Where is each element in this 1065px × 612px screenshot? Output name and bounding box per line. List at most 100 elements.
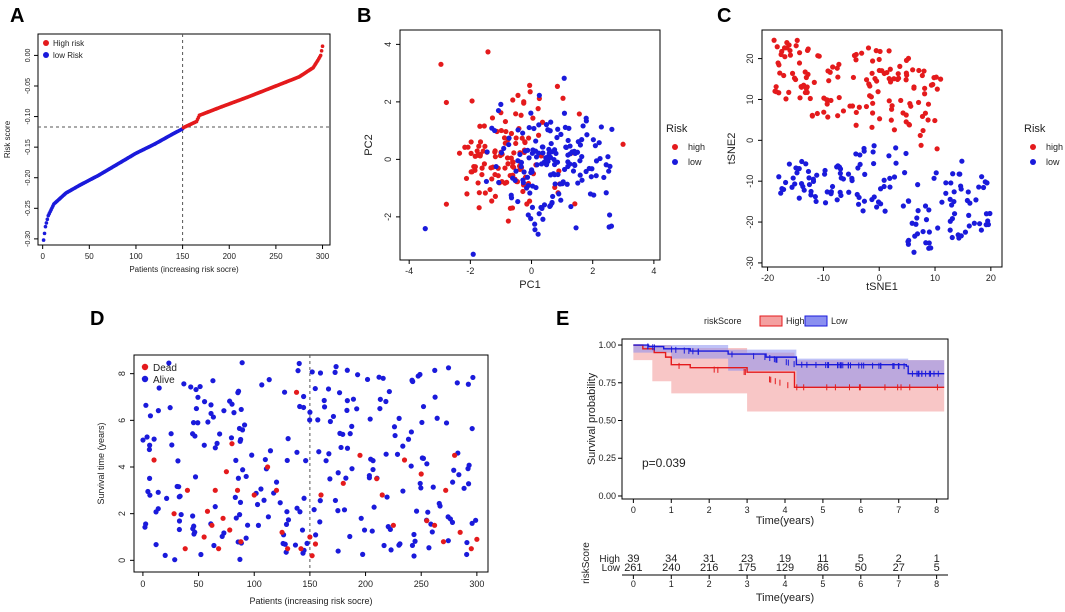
panel-b-y-tick-label: 4	[383, 42, 393, 47]
panel-e-risk-table-count: 240	[662, 562, 680, 574]
panel-c-point	[813, 198, 819, 205]
panel-b-point	[468, 150, 474, 156]
panel-e-risk-table-tick-label: 2	[707, 579, 712, 589]
panel-c-point	[803, 161, 809, 167]
panel-d-point-alive	[231, 410, 237, 416]
panel-d-point-alive	[400, 443, 406, 449]
panel-c-point	[938, 76, 944, 82]
panel-e-risk-table-row-label: Low	[602, 563, 621, 574]
panel-d-point-alive	[380, 375, 386, 381]
panel-d-point-dead	[251, 492, 257, 498]
panel-c-point	[814, 172, 820, 178]
panel-d-point-alive	[235, 388, 242, 394]
panel-d-point-alive	[301, 393, 307, 400]
panel-c-point	[951, 211, 958, 217]
panel-d-point-alive	[146, 446, 152, 453]
panel-c-point	[917, 132, 923, 139]
panel-a-x-tick-label: 0	[40, 252, 45, 261]
panel-d-point-alive	[317, 519, 323, 525]
panel-c-point	[918, 142, 924, 148]
panel-a-y-axis-label: Risk score	[3, 120, 12, 158]
panel-c-point	[882, 208, 888, 214]
panel-d-point-alive	[384, 494, 390, 500]
panel-b-point	[540, 216, 546, 222]
panel-c-point	[876, 67, 882, 74]
panel-c-point	[870, 110, 876, 116]
panel-b-point	[479, 171, 485, 178]
panel-e-risk-table-count: 2	[896, 553, 902, 565]
panel-b-point	[505, 161, 511, 167]
panel-d-legend-label: Dead	[153, 363, 177, 374]
panel-b-point	[476, 205, 482, 211]
panel-c-point	[850, 74, 857, 81]
panel-c-point	[919, 72, 925, 79]
panel-c-point	[849, 177, 855, 184]
panel-a-x-tick-label: 150	[176, 252, 190, 261]
panel-d-point-dead	[468, 546, 474, 552]
panel-c-point	[796, 195, 802, 201]
panel-b-point	[443, 201, 449, 207]
panel-c-point	[821, 171, 828, 177]
panel-a-x-axis-label: Patients (increasing risk socre)	[129, 265, 239, 274]
panel-b-x-axis-label: PC1	[519, 279, 540, 291]
panel-c-point	[779, 48, 785, 55]
panel-c-point	[871, 160, 877, 167]
panel-c-point	[863, 103, 870, 110]
panel-d-point-alive	[366, 475, 372, 481]
panel-b-x-tick-label: 2	[590, 266, 595, 276]
panel-d-point-alive	[335, 508, 341, 514]
panel-b-point	[510, 163, 516, 170]
panel-e-risk-table-count: 5	[858, 553, 864, 565]
panel-e-legend-label-low: Low	[831, 316, 848, 326]
panel-d-point-alive	[201, 399, 208, 405]
panel-d-x-tick-label: 200	[358, 579, 373, 589]
panel-b-point	[587, 191, 594, 197]
panel-d-point-alive	[381, 542, 387, 549]
panel-a-legend-label: low Risk	[53, 51, 84, 60]
panel-e-y-axis-label: Survival probability	[586, 372, 598, 465]
panel-c-point	[895, 71, 901, 77]
panel-a-point	[42, 231, 47, 236]
panel-d-point-alive	[350, 396, 357, 402]
panel-d-point-alive	[241, 422, 248, 428]
panel-b-point	[558, 197, 564, 203]
panel-b-point	[551, 161, 558, 168]
panel-b-point	[575, 139, 581, 145]
panel-e-risk-table-count: 31	[703, 553, 715, 565]
panel-b-point	[476, 190, 482, 196]
panel-b-point	[593, 173, 599, 179]
panel-c-point	[948, 180, 954, 186]
panel-c-point	[780, 186, 787, 193]
panel-c-point	[921, 68, 927, 74]
panel-c-point	[925, 117, 931, 123]
panel-c-point	[888, 117, 894, 123]
panel-c-point	[978, 227, 984, 233]
panel-b-point	[561, 110, 568, 116]
panel-c-point	[786, 161, 792, 167]
panel-c-point	[857, 152, 863, 158]
panel-c-point	[897, 63, 903, 69]
panel-c-point	[776, 90, 782, 96]
panel-b-point	[463, 175, 470, 182]
panel-d-point-alive	[208, 402, 214, 408]
panel-c-point	[955, 232, 961, 238]
panel-c-point	[875, 89, 881, 95]
panel-d-point-alive	[267, 448, 274, 454]
panel-c-point	[877, 186, 884, 192]
panel-b-point	[561, 75, 567, 81]
panel-d-point-alive	[294, 449, 300, 455]
panel-c-point	[783, 96, 789, 102]
panel-c-point	[935, 225, 941, 231]
panel-d-point-alive	[172, 557, 178, 563]
panel-d-point-alive	[296, 360, 302, 367]
panel-d-y-tick-label: 0	[117, 558, 127, 563]
panel-c-legend-title: Risk	[1024, 123, 1046, 135]
panel-d-point-alive	[321, 404, 328, 410]
panel-b-x-tick-label: 0	[529, 266, 534, 276]
panel-b-point	[469, 169, 475, 175]
panel-b-point	[489, 115, 496, 121]
panel-d-point-alive	[254, 501, 261, 508]
panel-c-point	[911, 249, 917, 255]
panel-c-point	[977, 221, 983, 227]
panel-a-y-tick-label: -0.25	[25, 200, 32, 216]
